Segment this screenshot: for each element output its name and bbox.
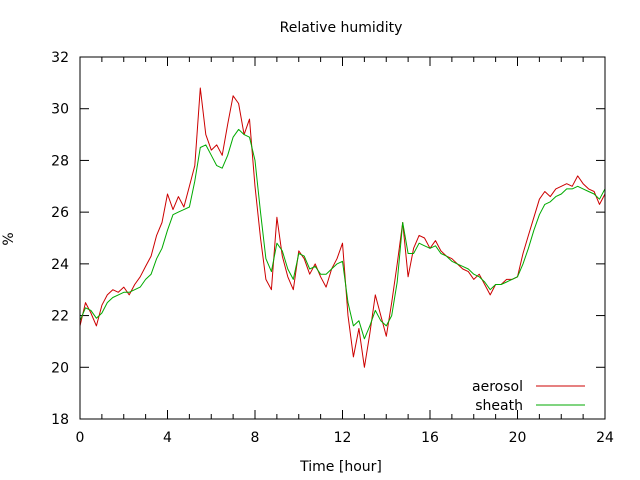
x-axis-label: Time [hour] (299, 459, 382, 475)
x-tick-label: 8 (251, 430, 260, 446)
legend-label-sheath: sheath (475, 398, 523, 414)
legend: aerosol sheath (472, 379, 585, 414)
plot-frame (79, 56, 606, 420)
y-tick-label: 20 (51, 360, 69, 376)
y-axis-label: % (1, 232, 17, 245)
chart-title: Relative humidity (280, 20, 403, 36)
series-line-sheath (79, 128, 606, 340)
x-tick-label: 0 (76, 430, 85, 446)
x-tick-label: 24 (596, 430, 614, 446)
x-tick-label: 12 (334, 430, 352, 446)
x-tick-label: 16 (421, 430, 439, 446)
series-layer (79, 87, 606, 368)
y-tick-label: 32 (51, 50, 69, 66)
y-tick-label: 22 (51, 309, 69, 325)
x-tick-label: 4 (163, 430, 172, 446)
y-tick-label: 30 (51, 102, 69, 118)
y-tick-label: 26 (51, 205, 69, 221)
x-tick-label: 20 (509, 430, 527, 446)
legend-label-aerosol: aerosol (472, 379, 523, 395)
y-tick-label: 28 (51, 153, 69, 169)
y-tick-label: 18 (51, 412, 69, 428)
ticks-layer: 18 20 22 24 26 28 30 32 0 4 8 12 16 20 24 (51, 50, 614, 446)
y-tick-label: 24 (51, 257, 69, 273)
